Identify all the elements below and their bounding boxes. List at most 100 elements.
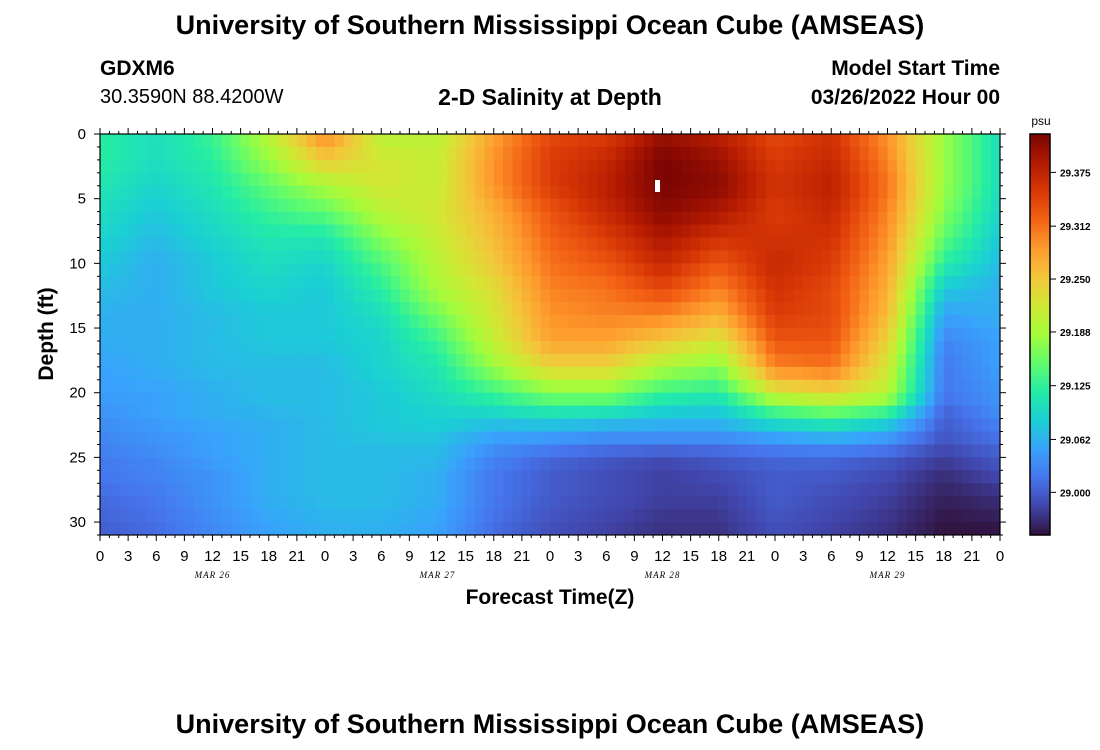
heat-cell xyxy=(737,302,748,316)
heat-cell xyxy=(990,185,1000,200)
heat-cell xyxy=(231,250,242,264)
heat-cell xyxy=(353,211,364,226)
heat-cell xyxy=(278,496,289,510)
heat-cell xyxy=(559,431,570,446)
heat-cell xyxy=(212,392,223,407)
heat-cell xyxy=(221,457,232,471)
heat-cell xyxy=(531,224,542,239)
heat-cell xyxy=(690,444,701,458)
heat-cell xyxy=(212,172,223,187)
heat-cell xyxy=(625,146,635,161)
heat-cell xyxy=(475,172,485,187)
heat-cell xyxy=(587,470,598,484)
heat-cell xyxy=(315,353,326,368)
heat-cell xyxy=(100,276,110,290)
heat-cell xyxy=(240,211,251,226)
heat-cell xyxy=(821,302,832,316)
heat-cell xyxy=(887,470,898,484)
heat-cell xyxy=(390,185,401,200)
heat-cell xyxy=(934,522,945,535)
heat-cell xyxy=(925,211,935,226)
heat-cell xyxy=(596,276,607,290)
heat-cell xyxy=(343,483,354,497)
heat-cell xyxy=(784,250,795,264)
heat-cell xyxy=(240,392,251,407)
heat-cell xyxy=(568,185,579,200)
heat-cell xyxy=(990,276,1000,290)
heat-cell xyxy=(287,211,298,226)
heat-cell xyxy=(371,289,382,303)
heat-cell xyxy=(418,379,429,394)
heat-cell xyxy=(100,328,110,342)
heat-cell xyxy=(943,444,954,458)
heat-cell xyxy=(146,224,157,239)
heat-cell xyxy=(362,353,373,368)
heat-cell xyxy=(343,172,354,187)
heat-cell xyxy=(343,444,354,458)
heat-cell xyxy=(943,509,954,523)
heat-cell xyxy=(971,522,982,535)
heat-cell xyxy=(765,159,776,174)
heat-cell xyxy=(446,379,457,394)
heat-cell xyxy=(100,522,110,535)
heat-cell xyxy=(446,159,457,174)
heat-cell xyxy=(896,276,907,290)
heat-cell xyxy=(175,353,185,368)
heat-cell xyxy=(915,289,926,303)
heat-cell xyxy=(381,224,392,239)
heat-cell xyxy=(737,496,748,510)
heat-cell xyxy=(437,366,448,381)
heat-cell xyxy=(128,263,139,277)
heat-cell xyxy=(109,159,120,174)
heat-cell xyxy=(540,250,551,264)
heat-cell xyxy=(128,224,139,239)
heat-cell xyxy=(962,263,973,277)
heat-cell xyxy=(306,470,317,484)
heat-cell xyxy=(671,405,682,420)
heat-cell xyxy=(643,276,654,290)
heat-cell xyxy=(203,444,214,458)
heat-cell xyxy=(962,328,973,342)
heat-cell xyxy=(643,328,654,342)
heat-cell xyxy=(118,159,129,174)
x-tick-label: 15 xyxy=(682,548,699,565)
heat-cell xyxy=(315,250,326,264)
heat-cell xyxy=(887,418,898,433)
heat-cell xyxy=(784,134,795,148)
heat-cell xyxy=(193,470,204,484)
heat-cell xyxy=(521,522,532,535)
heat-cell xyxy=(362,431,373,446)
heat-cell xyxy=(653,289,664,303)
heat-cell xyxy=(568,483,579,497)
heat-cell xyxy=(643,496,654,510)
heat-cell xyxy=(503,315,514,329)
heat-cell xyxy=(812,315,823,329)
heat-cell xyxy=(353,340,364,355)
heat-cell xyxy=(971,509,982,523)
heat-cell xyxy=(943,496,954,510)
heat-cell xyxy=(165,211,176,226)
heat-cell xyxy=(268,366,279,381)
heat-cell xyxy=(690,159,701,174)
heat-cell xyxy=(765,483,776,497)
heat-cell xyxy=(184,224,195,239)
heat-cell xyxy=(606,250,617,264)
heat-cell xyxy=(606,418,617,433)
heat-cell xyxy=(812,418,823,433)
heat-cell xyxy=(268,159,279,174)
heat-cell xyxy=(765,457,776,471)
heat-cell xyxy=(531,379,542,394)
heat-cell xyxy=(700,250,710,264)
heat-cell xyxy=(493,457,504,471)
heat-cell xyxy=(315,289,326,303)
heat-cell xyxy=(587,263,598,277)
heat-cell xyxy=(793,224,804,239)
heat-cell xyxy=(175,185,185,200)
heat-cell xyxy=(296,263,307,277)
heat-cell xyxy=(221,172,232,187)
heat-cell xyxy=(175,250,185,264)
heat-cell xyxy=(165,522,176,535)
heat-cell xyxy=(343,146,354,161)
x-tick-label: 9 xyxy=(180,548,188,565)
heat-cell xyxy=(503,146,514,161)
